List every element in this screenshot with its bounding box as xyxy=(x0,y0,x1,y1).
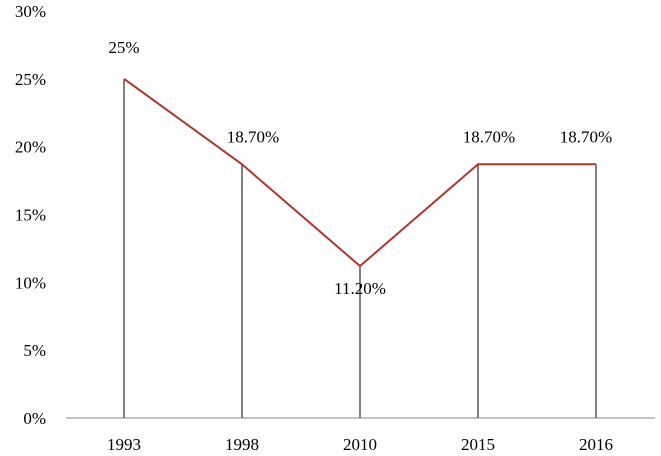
y-tick-label: 25% xyxy=(15,70,46,89)
data-labels: 25% 18.70% 11.20% 18.70% 18.70% xyxy=(108,38,612,298)
y-tick-label: 0% xyxy=(23,409,46,428)
y-tick-label: 30% xyxy=(15,2,46,21)
x-axis-ticks: 1993 1998 2010 2015 2016 xyxy=(107,435,613,454)
x-tick-label: 1993 xyxy=(107,435,141,454)
x-tick-label: 2016 xyxy=(579,435,613,454)
drop-lines xyxy=(123,78,597,418)
y-tick-label: 15% xyxy=(15,206,46,225)
data-label-2010: 11.20% xyxy=(334,279,386,298)
data-label-1993: 25% xyxy=(108,38,139,57)
x-tick-label: 1998 xyxy=(225,435,259,454)
y-tick-label: 5% xyxy=(23,341,46,360)
series-line xyxy=(123,78,596,268)
x-tick-label: 2015 xyxy=(461,435,495,454)
x-tick-label: 2010 xyxy=(343,435,377,454)
data-label-2015: 18.70% xyxy=(463,127,515,146)
data-label-1998: 18.70% xyxy=(227,127,279,146)
data-label-2016: 18.70% xyxy=(560,127,612,146)
y-axis-ticks: 0% 5% 10% 15% 20% 25% 30% xyxy=(15,2,46,428)
y-tick-label: 20% xyxy=(15,138,46,157)
y-tick-label: 10% xyxy=(15,273,46,292)
